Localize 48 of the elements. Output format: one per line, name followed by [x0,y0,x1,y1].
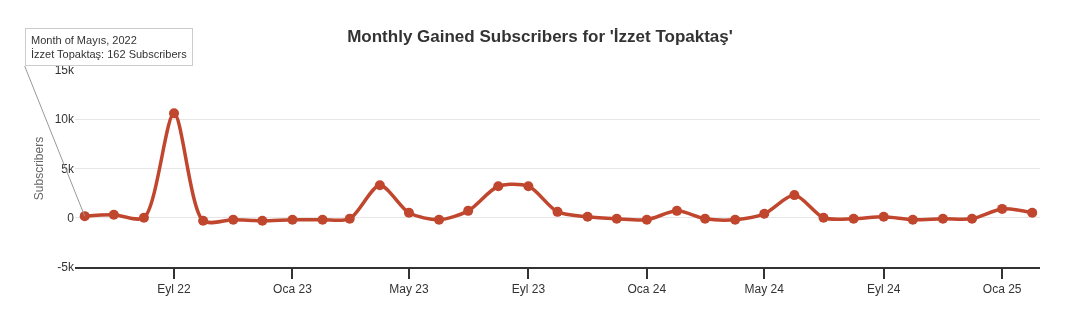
x-tick-label: Eyl 24 [867,282,901,297]
y-tick-label: 0 [67,210,75,225]
point [611,213,622,224]
point [641,214,652,225]
point [582,211,593,222]
y-tick-label: -5k [57,260,75,275]
x-tick-label: Oca 24 [627,282,667,297]
point [523,181,534,192]
point [403,207,414,218]
point [317,214,328,225]
point [671,205,682,216]
point [169,108,180,119]
point [493,181,504,192]
point [228,214,239,225]
point [374,180,385,191]
point [552,206,563,217]
x-tick-label: May 23 [389,282,429,297]
point [434,214,445,225]
x-tick-label: May 24 [744,282,785,297]
point [997,203,1008,214]
y-axis-title: Subscribers [31,136,46,201]
x-tick-label: Oca 23 [273,282,313,297]
point [108,209,119,220]
chart-title: Monthly Gained Subscribers for 'İzzet Topaktaş' [347,26,733,46]
annotation: Month of Mayıs, 2022 İzzet Topaktaş: 162 Subscribers [31,34,188,61]
point [789,190,800,201]
point [907,214,918,225]
point [818,212,829,223]
point [878,211,889,222]
point [730,214,741,225]
point [287,214,298,225]
point [1027,207,1038,218]
y-tick-label: 10k [54,112,75,127]
point [967,213,978,224]
x-tick-label: Eyl 23 [511,282,546,297]
point [759,208,770,219]
x-tick-label: Oca 25 [982,282,1022,297]
point [700,213,711,224]
point [79,211,90,222]
point [848,213,859,224]
point [463,205,474,216]
point [138,212,149,223]
point [198,215,209,226]
y-tick-label: 5k [61,161,75,176]
point [257,215,268,226]
point [344,213,355,224]
point [937,213,948,224]
x-tick-label: Eyl 22 [157,282,192,297]
